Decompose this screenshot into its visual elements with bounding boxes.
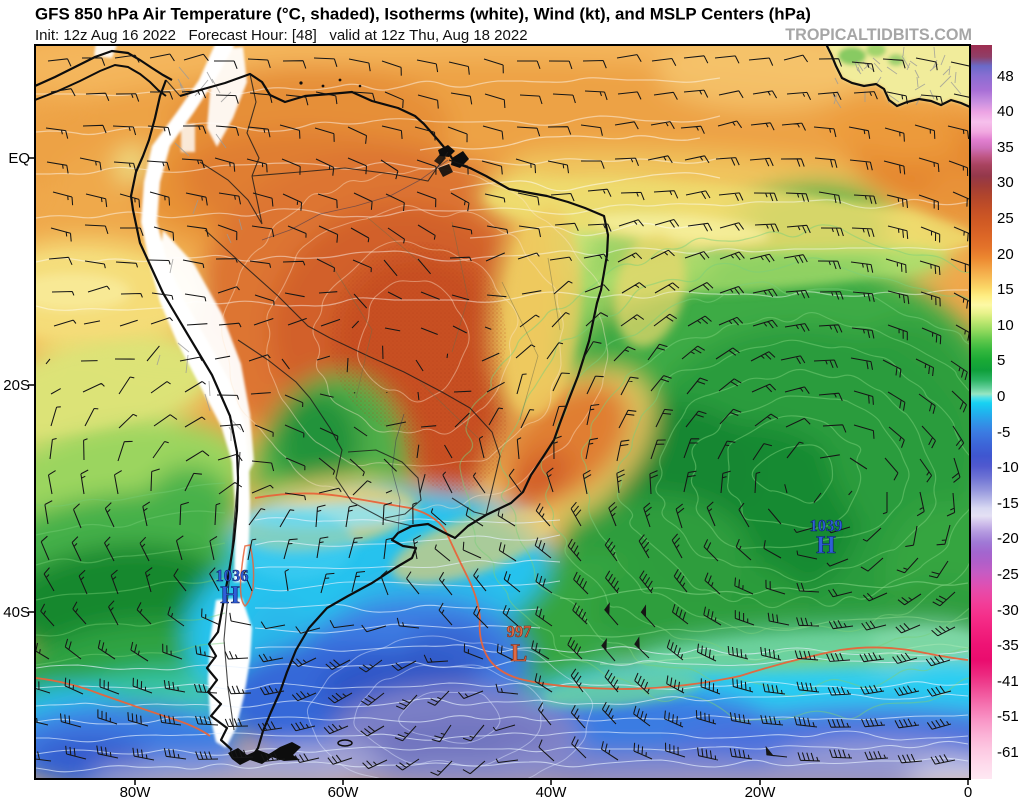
svg-text:997: 997	[507, 622, 532, 641]
svg-text:0: 0	[997, 388, 1005, 405]
svg-text:Init: 12z Aug 16 2022 Foreca: Init: 12z Aug 16 2022 Forecast Hour: [48…	[35, 27, 528, 44]
svg-text:15: 15	[997, 281, 1014, 298]
svg-text:1039: 1039	[810, 516, 843, 535]
svg-text:1036: 1036	[216, 566, 249, 585]
svg-text:-51: -51	[997, 708, 1019, 725]
svg-text:L: L	[511, 640, 528, 667]
svg-text:EQ: EQ	[8, 150, 30, 167]
svg-text:H: H	[220, 582, 240, 609]
svg-text:10: 10	[997, 317, 1014, 334]
svg-text:-30: -30	[997, 602, 1019, 619]
svg-text:20W: 20W	[745, 784, 777, 800]
svg-text:-20: -20	[997, 530, 1019, 547]
svg-text:-15: -15	[997, 495, 1019, 512]
svg-text:GFS 850 hPa Air Temperature (°: GFS 850 hPa Air Temperature (°C, shaded)…	[35, 5, 811, 24]
svg-text:40S: 40S	[3, 604, 30, 621]
svg-text:48: 48	[997, 68, 1014, 85]
svg-text:-61: -61	[997, 744, 1019, 761]
svg-text:-10: -10	[997, 459, 1019, 476]
svg-text:-35: -35	[997, 637, 1019, 654]
svg-text:60W: 60W	[328, 784, 360, 800]
svg-text:40W: 40W	[536, 784, 568, 800]
svg-text:-41: -41	[997, 673, 1019, 690]
svg-text:5: 5	[997, 352, 1005, 369]
svg-text:40: 40	[997, 103, 1014, 120]
svg-text:20S: 20S	[3, 377, 30, 394]
svg-text:-25: -25	[997, 566, 1019, 583]
svg-text:80W: 80W	[120, 784, 152, 800]
svg-text:H: H	[816, 532, 836, 559]
svg-text:0: 0	[964, 784, 972, 800]
svg-text:25: 25	[997, 210, 1014, 227]
svg-text:-5: -5	[997, 424, 1010, 441]
svg-text:20: 20	[997, 246, 1014, 263]
svg-text:35: 35	[997, 139, 1014, 156]
svg-text:30: 30	[997, 174, 1014, 191]
svg-text:TROPICALTIDBITS.COM: TROPICALTIDBITS.COM	[785, 26, 972, 44]
